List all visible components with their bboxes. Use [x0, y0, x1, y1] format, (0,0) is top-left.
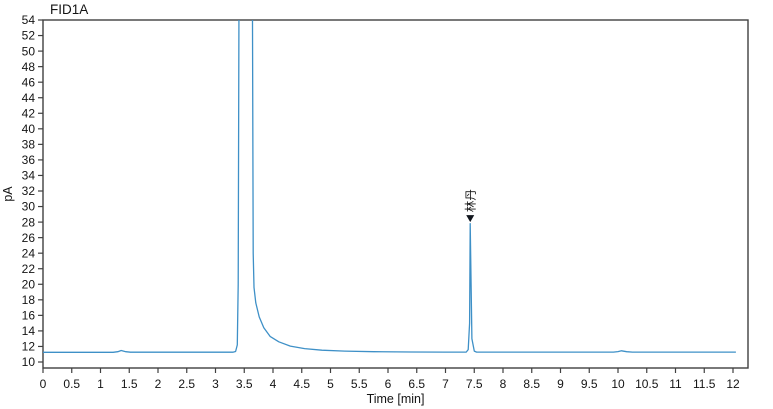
x-tick-label: 5 — [327, 377, 334, 391]
y-tick-label: 32 — [22, 184, 36, 198]
x-tick-label: 12 — [726, 377, 740, 391]
y-tick-label: 18 — [22, 293, 36, 307]
y-tick-label: 38 — [22, 138, 36, 152]
x-tick-label: 11 — [669, 377, 682, 391]
chart-title: FID1A — [50, 2, 88, 17]
x-tick-label: 6.5 — [408, 377, 425, 391]
x-tick-label: 3 — [212, 377, 219, 391]
x-axis-title: Time [min] — [367, 392, 425, 406]
y-tick-label: 52 — [22, 29, 36, 43]
x-tick-label: 4.5 — [293, 377, 310, 391]
x-tick-label: 2.5 — [178, 377, 195, 391]
y-tick-label: 48 — [22, 60, 36, 74]
x-tick-label: 3.5 — [236, 377, 253, 391]
x-tick-label: 5.5 — [351, 377, 368, 391]
x-tick-label: 0 — [40, 377, 47, 391]
y-tick-label: 30 — [22, 200, 36, 214]
x-tick-label: 1 — [97, 377, 104, 391]
y-tick-label: 40 — [22, 122, 36, 136]
y-tick-label: 26 — [22, 231, 36, 245]
plot-frame — [42, 19, 749, 369]
x-tick-label: 7.5 — [466, 377, 483, 391]
y-tick-label: 46 — [22, 75, 36, 89]
y-tick-label: 44 — [22, 91, 36, 105]
x-tick-label: 8.5 — [523, 377, 540, 391]
y-tick-label: 42 — [22, 106, 36, 120]
y-tick-label: 24 — [22, 246, 36, 260]
x-tick-label: 10 — [611, 377, 625, 391]
x-tick-label: 4 — [270, 377, 277, 391]
y-tick-label: 12 — [22, 340, 36, 354]
x-tick-label: 1.5 — [121, 377, 138, 391]
y-tick-label: 16 — [22, 309, 36, 323]
y-tick-label: 10 — [22, 355, 36, 369]
y-tick-label: 14 — [22, 324, 36, 338]
x-tick-label: 11.5 — [693, 377, 716, 391]
x-tick-label: 10.5 — [635, 377, 659, 391]
y-tick-label: 50 — [22, 44, 36, 58]
peak-label: 林丹 — [464, 189, 478, 212]
x-tick-label: 6 — [385, 377, 392, 391]
y-tick-label: 28 — [22, 215, 36, 229]
y-tick-label: 54 — [22, 13, 36, 27]
peak-marker-icon — [466, 215, 475, 223]
x-tick-label: 8 — [500, 377, 507, 391]
y-tick-label: 22 — [22, 262, 36, 276]
x-tick-label: 7 — [442, 377, 449, 391]
x-tick-label: 9.5 — [581, 377, 598, 391]
x-tick-label: 9 — [557, 377, 564, 391]
y-tick-label: 36 — [22, 153, 36, 167]
y-tick-label: 34 — [22, 169, 36, 183]
x-tick-label: 0.5 — [63, 377, 80, 391]
signal-trace — [43, 20, 736, 353]
x-tick-label: 2 — [155, 377, 162, 391]
y-axis-title: pA — [1, 186, 15, 202]
y-tick-label: 20 — [22, 277, 36, 291]
